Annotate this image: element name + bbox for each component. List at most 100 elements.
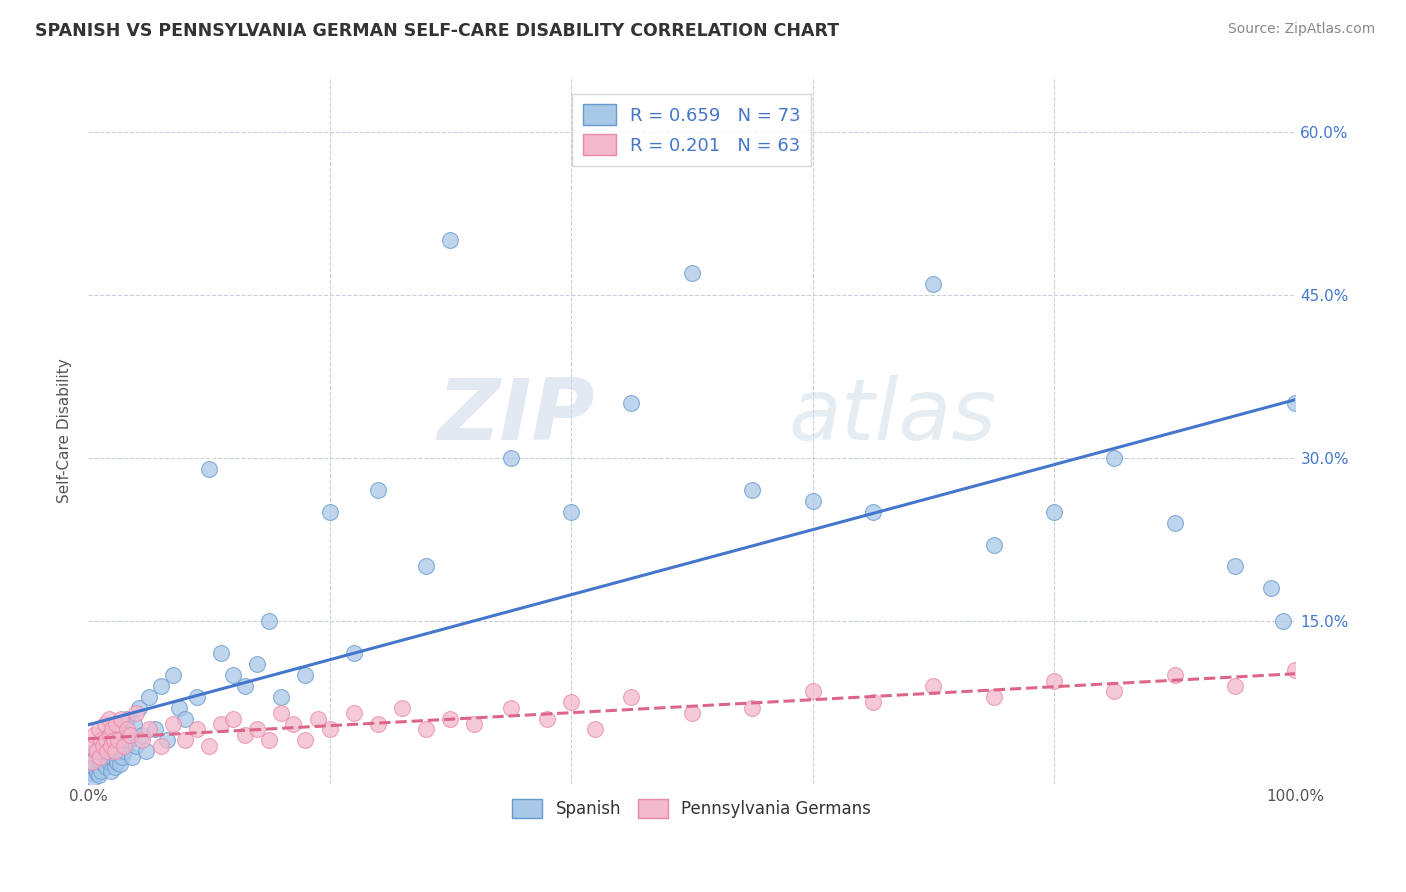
Point: [100, 739, 122, 753]
Point: [270, 690, 292, 704]
Point: [94, 747, 117, 761]
Point: [1104, 684, 1126, 698]
Point: [80, 755, 103, 769]
Point: [96, 733, 118, 747]
Point: [186, 690, 208, 704]
Point: [156, 733, 179, 747]
Point: [138, 690, 160, 704]
Point: [681, 266, 703, 280]
Point: [104, 742, 127, 756]
Legend: Spanish, Pennsylvania Germans: Spanish, Pennsylvania Germans: [506, 792, 877, 825]
Point: [91, 739, 114, 753]
Point: [121, 749, 143, 764]
Point: [89, 749, 111, 764]
Point: [96, 733, 118, 747]
Point: [115, 723, 138, 737]
Point: [439, 234, 461, 248]
Point: [83, 760, 105, 774]
Point: [681, 706, 703, 720]
Point: [246, 657, 269, 672]
Point: [209, 717, 232, 731]
Point: [1284, 396, 1306, 410]
Point: [198, 461, 221, 475]
Point: [1164, 668, 1187, 682]
Point: [1223, 679, 1246, 693]
Point: [233, 679, 256, 693]
Point: [1043, 505, 1066, 519]
Point: [89, 755, 111, 769]
Point: [82, 772, 104, 786]
Point: [167, 700, 190, 714]
Point: [97, 712, 120, 726]
Point: [583, 723, 606, 737]
Point: [93, 757, 115, 772]
Point: [98, 728, 121, 742]
Point: [112, 744, 135, 758]
Point: [79, 765, 101, 780]
Text: SPANISH VS PENNSYLVANIA GERMAN SELF-CARE DISABILITY CORRELATION CHART: SPANISH VS PENNSYLVANIA GERMAN SELF-CARE…: [35, 22, 839, 40]
Point: [209, 646, 232, 660]
Point: [110, 712, 132, 726]
Point: [1223, 559, 1246, 574]
Point: [415, 723, 437, 737]
Point: [125, 739, 148, 753]
Point: [83, 728, 105, 742]
Point: [801, 494, 824, 508]
Point: [922, 679, 945, 693]
Point: [499, 450, 522, 465]
Point: [90, 733, 112, 747]
Point: [143, 723, 166, 737]
Point: [173, 733, 195, 747]
Point: [270, 706, 292, 720]
Point: [560, 695, 582, 709]
Point: [222, 712, 245, 726]
Point: [84, 744, 107, 758]
Point: [162, 668, 184, 682]
Point: [138, 723, 160, 737]
Point: [118, 733, 141, 747]
Point: [318, 723, 340, 737]
Point: [233, 728, 256, 742]
Point: [98, 744, 121, 758]
Point: [367, 717, 389, 731]
Point: [439, 712, 461, 726]
Point: [107, 733, 129, 747]
Point: [307, 712, 329, 726]
Point: [801, 684, 824, 698]
Point: [101, 749, 124, 764]
Point: [620, 690, 643, 704]
Point: [343, 706, 366, 720]
Point: [536, 712, 558, 726]
Point: [111, 749, 134, 764]
Point: [104, 717, 127, 731]
Point: [105, 755, 128, 769]
Point: [120, 728, 142, 742]
Point: [87, 749, 110, 764]
Point: [87, 723, 110, 737]
Point: [96, 760, 118, 774]
Point: [246, 723, 269, 737]
Point: [97, 755, 120, 769]
Point: [1164, 516, 1187, 530]
Point: [122, 717, 145, 731]
Point: [103, 733, 125, 747]
Text: ZIP: ZIP: [437, 375, 595, 458]
Point: [620, 396, 643, 410]
Point: [283, 717, 305, 731]
Point: [922, 277, 945, 291]
Point: [149, 739, 172, 753]
Point: [94, 717, 117, 731]
Point: [343, 646, 366, 660]
Point: [1260, 581, 1282, 595]
Point: [367, 483, 389, 498]
Point: [560, 505, 582, 519]
Point: [108, 757, 131, 772]
Point: [86, 765, 108, 780]
Point: [135, 744, 157, 758]
Point: [318, 505, 340, 519]
Point: [101, 723, 124, 737]
Point: [149, 679, 172, 693]
Point: [415, 559, 437, 574]
Point: [112, 739, 135, 753]
Point: [983, 538, 1005, 552]
